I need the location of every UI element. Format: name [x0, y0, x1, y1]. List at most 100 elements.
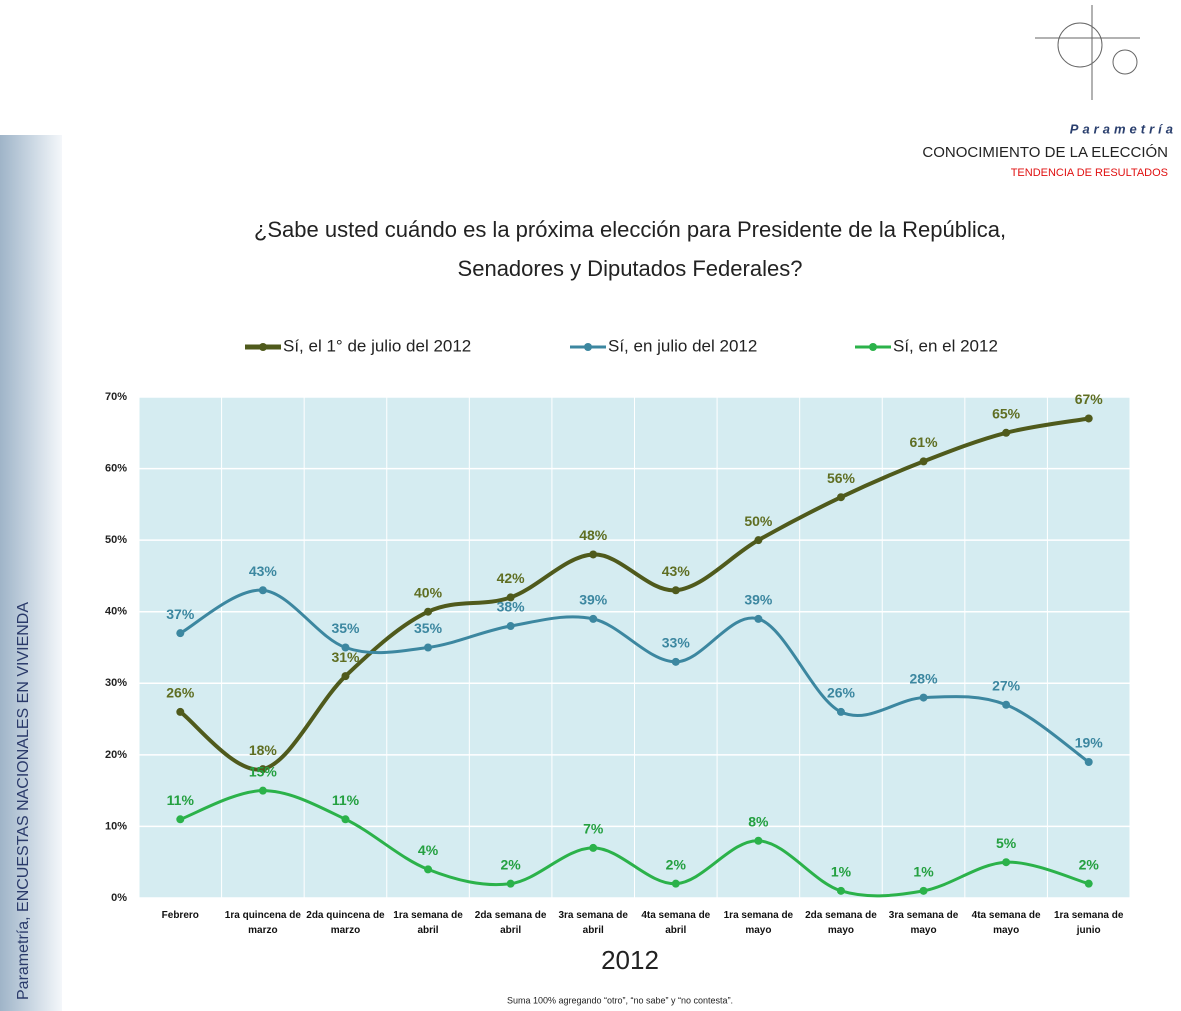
- data-point: [837, 708, 845, 716]
- x-tick-label: 1ra semana de mayo: [716, 908, 800, 938]
- data-point: [589, 550, 597, 558]
- x-tick-label: 1ra semana de junio: [1047, 908, 1131, 938]
- data-point: [1002, 701, 1010, 709]
- data-point: [507, 880, 515, 888]
- header-subtitle: TENDENCIA DE RESULTADOS: [1011, 167, 1168, 179]
- data-label: 11%: [167, 792, 195, 808]
- x-tick-label: 4ta semana de abril: [634, 908, 718, 938]
- x-tick-label: 2da quincena de marzo: [303, 908, 387, 938]
- data-point: [672, 586, 680, 594]
- data-point: [920, 694, 928, 702]
- x-tick-label: 3ra semana de abril: [551, 908, 635, 938]
- legend-label: Sí, en julio del 2012: [608, 336, 757, 355]
- header-title: CONOCIMIENTO DE LA ELECCIÓN: [922, 144, 1168, 161]
- data-point: [837, 493, 845, 501]
- data-point: [920, 887, 928, 895]
- data-label: 26%: [827, 685, 856, 701]
- x-tick-label: Febrero: [138, 908, 222, 923]
- data-point: [754, 536, 762, 544]
- logo: [1035, 5, 1140, 100]
- side-text: Parametría, ENCUESTAS NACIONALES EN VIVI…: [15, 602, 32, 1000]
- data-label: 40%: [414, 584, 443, 600]
- footnote: Suma 100% agregando “otro”, “no sabe” y …: [507, 995, 733, 1005]
- legend-label: Sí, en el 2012: [893, 336, 998, 355]
- data-point: [176, 708, 184, 716]
- data-point: [589, 615, 597, 623]
- legend-marker: [259, 343, 267, 351]
- legend-marker: [584, 343, 592, 351]
- y-tick-label: 70%: [105, 391, 127, 403]
- data-label: 37%: [166, 606, 195, 622]
- data-point: [754, 837, 762, 845]
- data-label: 67%: [1075, 391, 1104, 407]
- data-label: 43%: [249, 563, 278, 579]
- data-point: [1085, 758, 1093, 766]
- data-point: [920, 457, 928, 465]
- legend-label: Sí, el 1° de julio del 2012: [283, 336, 471, 355]
- data-label: 50%: [744, 513, 773, 529]
- page: Parametría CONOCIMIENTO DE LA ELECCIÓN T…: [0, 0, 1181, 1011]
- x-tick-label: 2da semana de abril: [469, 908, 553, 938]
- x-tick-label: 1ra semana de abril: [386, 908, 470, 938]
- data-label: 19%: [1075, 735, 1104, 751]
- y-tick-label: 40%: [105, 606, 127, 618]
- data-label: 1%: [831, 864, 852, 880]
- data-point: [424, 644, 432, 652]
- data-point: [754, 615, 762, 623]
- data-point: [1002, 858, 1010, 866]
- y-tick-label: 60%: [105, 462, 127, 474]
- data-label: 2%: [1079, 856, 1100, 872]
- y-tick-label: 0%: [111, 892, 127, 904]
- chart-title: Senadores y Diputados Federales?: [458, 256, 803, 281]
- data-label: 2%: [501, 856, 522, 872]
- data-point: [341, 644, 349, 652]
- legend-marker: [869, 343, 877, 351]
- data-label: 4%: [418, 842, 439, 858]
- x-tick-label: 2da semana de mayo: [799, 908, 883, 938]
- y-tick-label: 10%: [105, 820, 127, 832]
- data-label: 27%: [992, 677, 1021, 693]
- data-label: 26%: [166, 685, 195, 701]
- data-label: 43%: [662, 563, 691, 579]
- data-label: 7%: [583, 821, 604, 837]
- data-label: 5%: [996, 835, 1017, 851]
- data-label: 35%: [414, 620, 443, 636]
- data-label: 35%: [331, 620, 360, 636]
- x-tick-label: 3ra semana de mayo: [882, 908, 966, 938]
- data-label: 2%: [666, 856, 687, 872]
- data-label: 42%: [497, 570, 526, 586]
- chart-title: ¿Sabe usted cuándo es la próxima elecció…: [254, 217, 1006, 242]
- data-point: [176, 815, 184, 823]
- data-label: 28%: [910, 670, 939, 686]
- data-point: [341, 815, 349, 823]
- data-point: [1085, 414, 1093, 422]
- data-label: 33%: [662, 635, 691, 651]
- data-point: [672, 658, 680, 666]
- data-label: 39%: [744, 592, 773, 608]
- data-point: [341, 672, 349, 680]
- data-point: [507, 622, 515, 630]
- data-label: 1%: [913, 864, 934, 880]
- x-tick-label: 1ra quincena de marzo: [221, 908, 305, 938]
- data-point: [1002, 429, 1010, 437]
- data-label: 39%: [579, 592, 608, 608]
- data-label: 11%: [332, 792, 360, 808]
- data-point: [176, 629, 184, 637]
- data-label: 18%: [249, 742, 278, 758]
- data-point: [672, 880, 680, 888]
- data-point: [424, 865, 432, 873]
- x-tick-label: 4ta semana de mayo: [964, 908, 1048, 938]
- data-label: 65%: [992, 405, 1021, 421]
- data-label: 48%: [579, 527, 608, 543]
- data-point: [259, 787, 267, 795]
- data-label: 56%: [827, 470, 856, 486]
- y-tick-label: 30%: [105, 677, 127, 689]
- data-label: 15%: [249, 763, 278, 779]
- data-point: [1085, 880, 1093, 888]
- data-label: 38%: [497, 599, 526, 615]
- data-point: [589, 844, 597, 852]
- y-tick-label: 20%: [105, 749, 127, 761]
- data-point: [424, 608, 432, 616]
- data-point: [259, 586, 267, 594]
- data-label: 8%: [748, 813, 769, 829]
